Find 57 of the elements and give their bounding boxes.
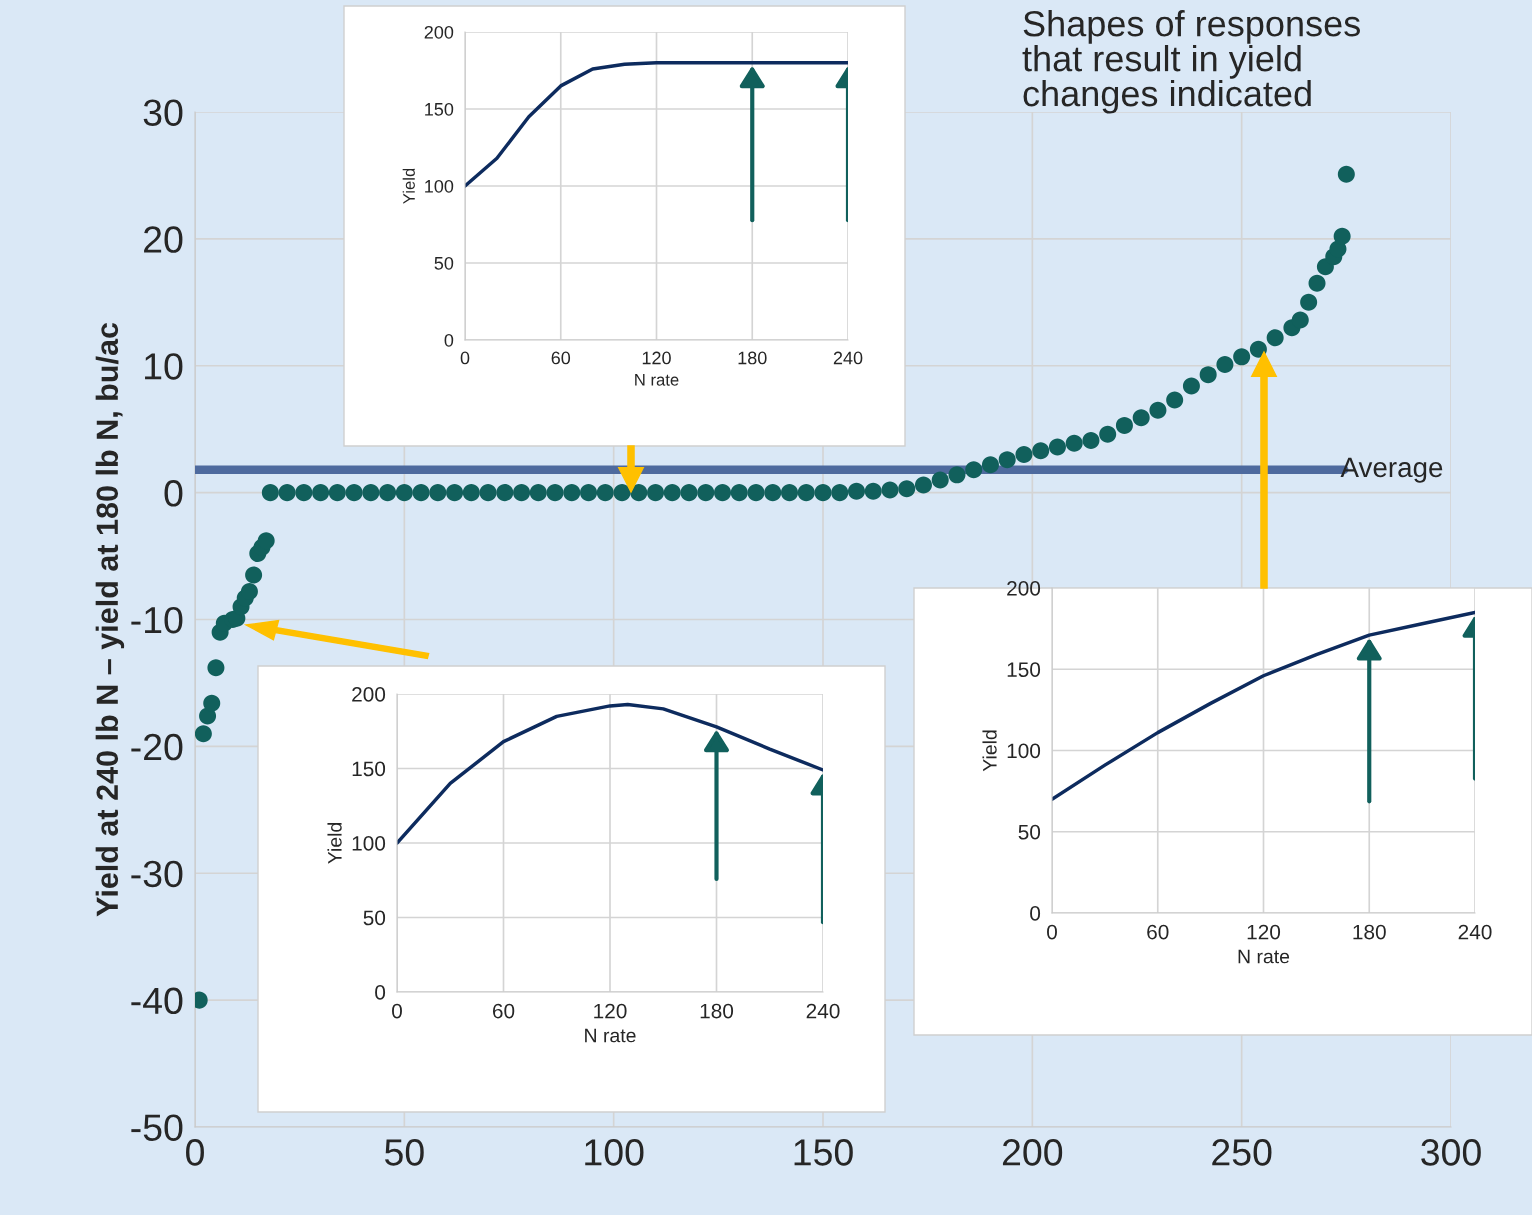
y-tick-label: 10 bbox=[145, 353, 183, 380]
x-tick-label: 120 bbox=[642, 351, 671, 365]
x-tick-label: 180 bbox=[700, 1003, 734, 1019]
y-axis-title: Yield bbox=[402, 168, 415, 204]
y-tick-label: 150 bbox=[352, 761, 386, 777]
x-tick-label: 60 bbox=[492, 1003, 515, 1019]
y-tick-label: 0 bbox=[375, 985, 386, 1000]
line-series bbox=[1052, 610, 1475, 801]
y-axis-title: Yield at 240 lb N – yield at 180 lb N, bu/ac bbox=[95, 322, 125, 917]
x-tick-label: 240 bbox=[833, 351, 863, 365]
x-tick-label: 50 bbox=[384, 1139, 424, 1166]
y-tick-label: 50 bbox=[1018, 824, 1041, 840]
y-axis-title: Yield bbox=[327, 823, 342, 864]
y-tick-label: -50 bbox=[131, 1114, 183, 1141]
x-tick-label: 250 bbox=[1212, 1139, 1272, 1166]
y-tick-label: 50 bbox=[434, 256, 454, 270]
line-series bbox=[397, 702, 823, 845]
x-axis-title: N rate bbox=[635, 374, 679, 386]
x-tick-label: 100 bbox=[585, 1139, 644, 1166]
y-tick-label: -20 bbox=[131, 733, 183, 761]
x-tick-label: 0 bbox=[1047, 924, 1057, 940]
x-axis-title: N rate bbox=[585, 1028, 636, 1043]
x-tick-label: 60 bbox=[1147, 924, 1169, 940]
y-tick-label: 100 bbox=[1007, 743, 1041, 759]
x-tick-label: 240 bbox=[1458, 924, 1492, 940]
y-tick-label: 150 bbox=[1007, 662, 1041, 677]
y-axis-title: Yield bbox=[982, 730, 997, 772]
x-tick-label: 120 bbox=[1247, 924, 1281, 940]
y-tick-label: 100 bbox=[425, 179, 454, 193]
y-tick-label: 0 bbox=[164, 480, 183, 507]
y-tick-label: 200 bbox=[352, 687, 386, 702]
x-tick-label: 180 bbox=[1353, 924, 1386, 940]
line-series bbox=[465, 61, 848, 188]
x-tick-label: 0 bbox=[186, 1139, 204, 1166]
y-tick-label: 50 bbox=[363, 910, 386, 926]
y-tick-label: -30 bbox=[131, 860, 183, 888]
y-tick-label: 150 bbox=[425, 102, 454, 116]
x-tick-label: 0 bbox=[460, 351, 470, 365]
x-tick-label: 180 bbox=[738, 351, 767, 365]
y-tick-label: -10 bbox=[131, 606, 183, 634]
y-tick-label: 20 bbox=[144, 226, 183, 253]
y-tick-label: 0 bbox=[1030, 906, 1041, 921]
annotation: Shapes of responses that result in yield changes indicated bbox=[1022, 10, 1360, 114]
ref-line-label: Average bbox=[1340, 457, 1443, 483]
x-axis-title: N rate bbox=[1238, 949, 1290, 964]
y-tick-label: 100 bbox=[352, 836, 386, 851]
x-tick-label: 0 bbox=[392, 1003, 402, 1019]
y-tick-label: -40 bbox=[131, 987, 183, 1015]
x-tick-label: 240 bbox=[806, 1003, 840, 1019]
x-tick-label: 150 bbox=[794, 1139, 853, 1166]
y-tick-label: 200 bbox=[1007, 581, 1041, 596]
y-tick-label: 0 bbox=[444, 333, 454, 347]
y-tick-label: 200 bbox=[424, 25, 454, 39]
y-tick-label: 30 bbox=[143, 99, 183, 126]
x-tick-label: 300 bbox=[1421, 1139, 1481, 1166]
x-tick-label: 60 bbox=[551, 351, 571, 365]
x-tick-label: 120 bbox=[594, 1003, 627, 1019]
